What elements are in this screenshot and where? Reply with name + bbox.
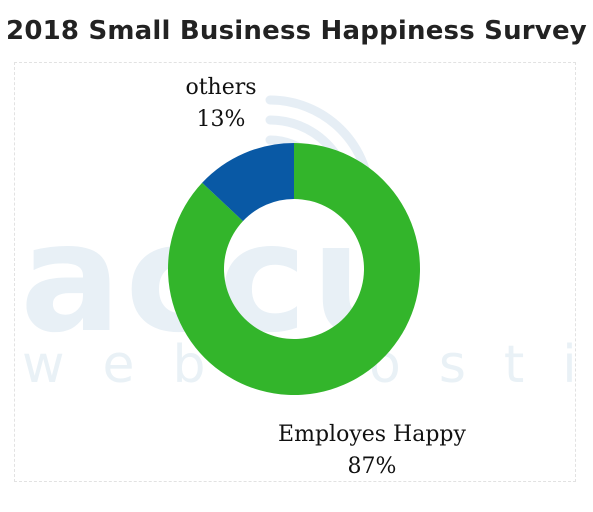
- slice-value-label: 13%: [197, 107, 246, 132]
- slice-category-label: others: [185, 75, 256, 100]
- slice-category-label: Employes Happy: [278, 422, 466, 447]
- slice-value-label: 87%: [348, 454, 397, 479]
- chart-title: 2018 Small Business Happiness Survey: [6, 16, 587, 46]
- chart-frame: [14, 62, 576, 482]
- donut-slice-employes-happy: [168, 143, 420, 395]
- donut-slice-others: [202, 143, 294, 222]
